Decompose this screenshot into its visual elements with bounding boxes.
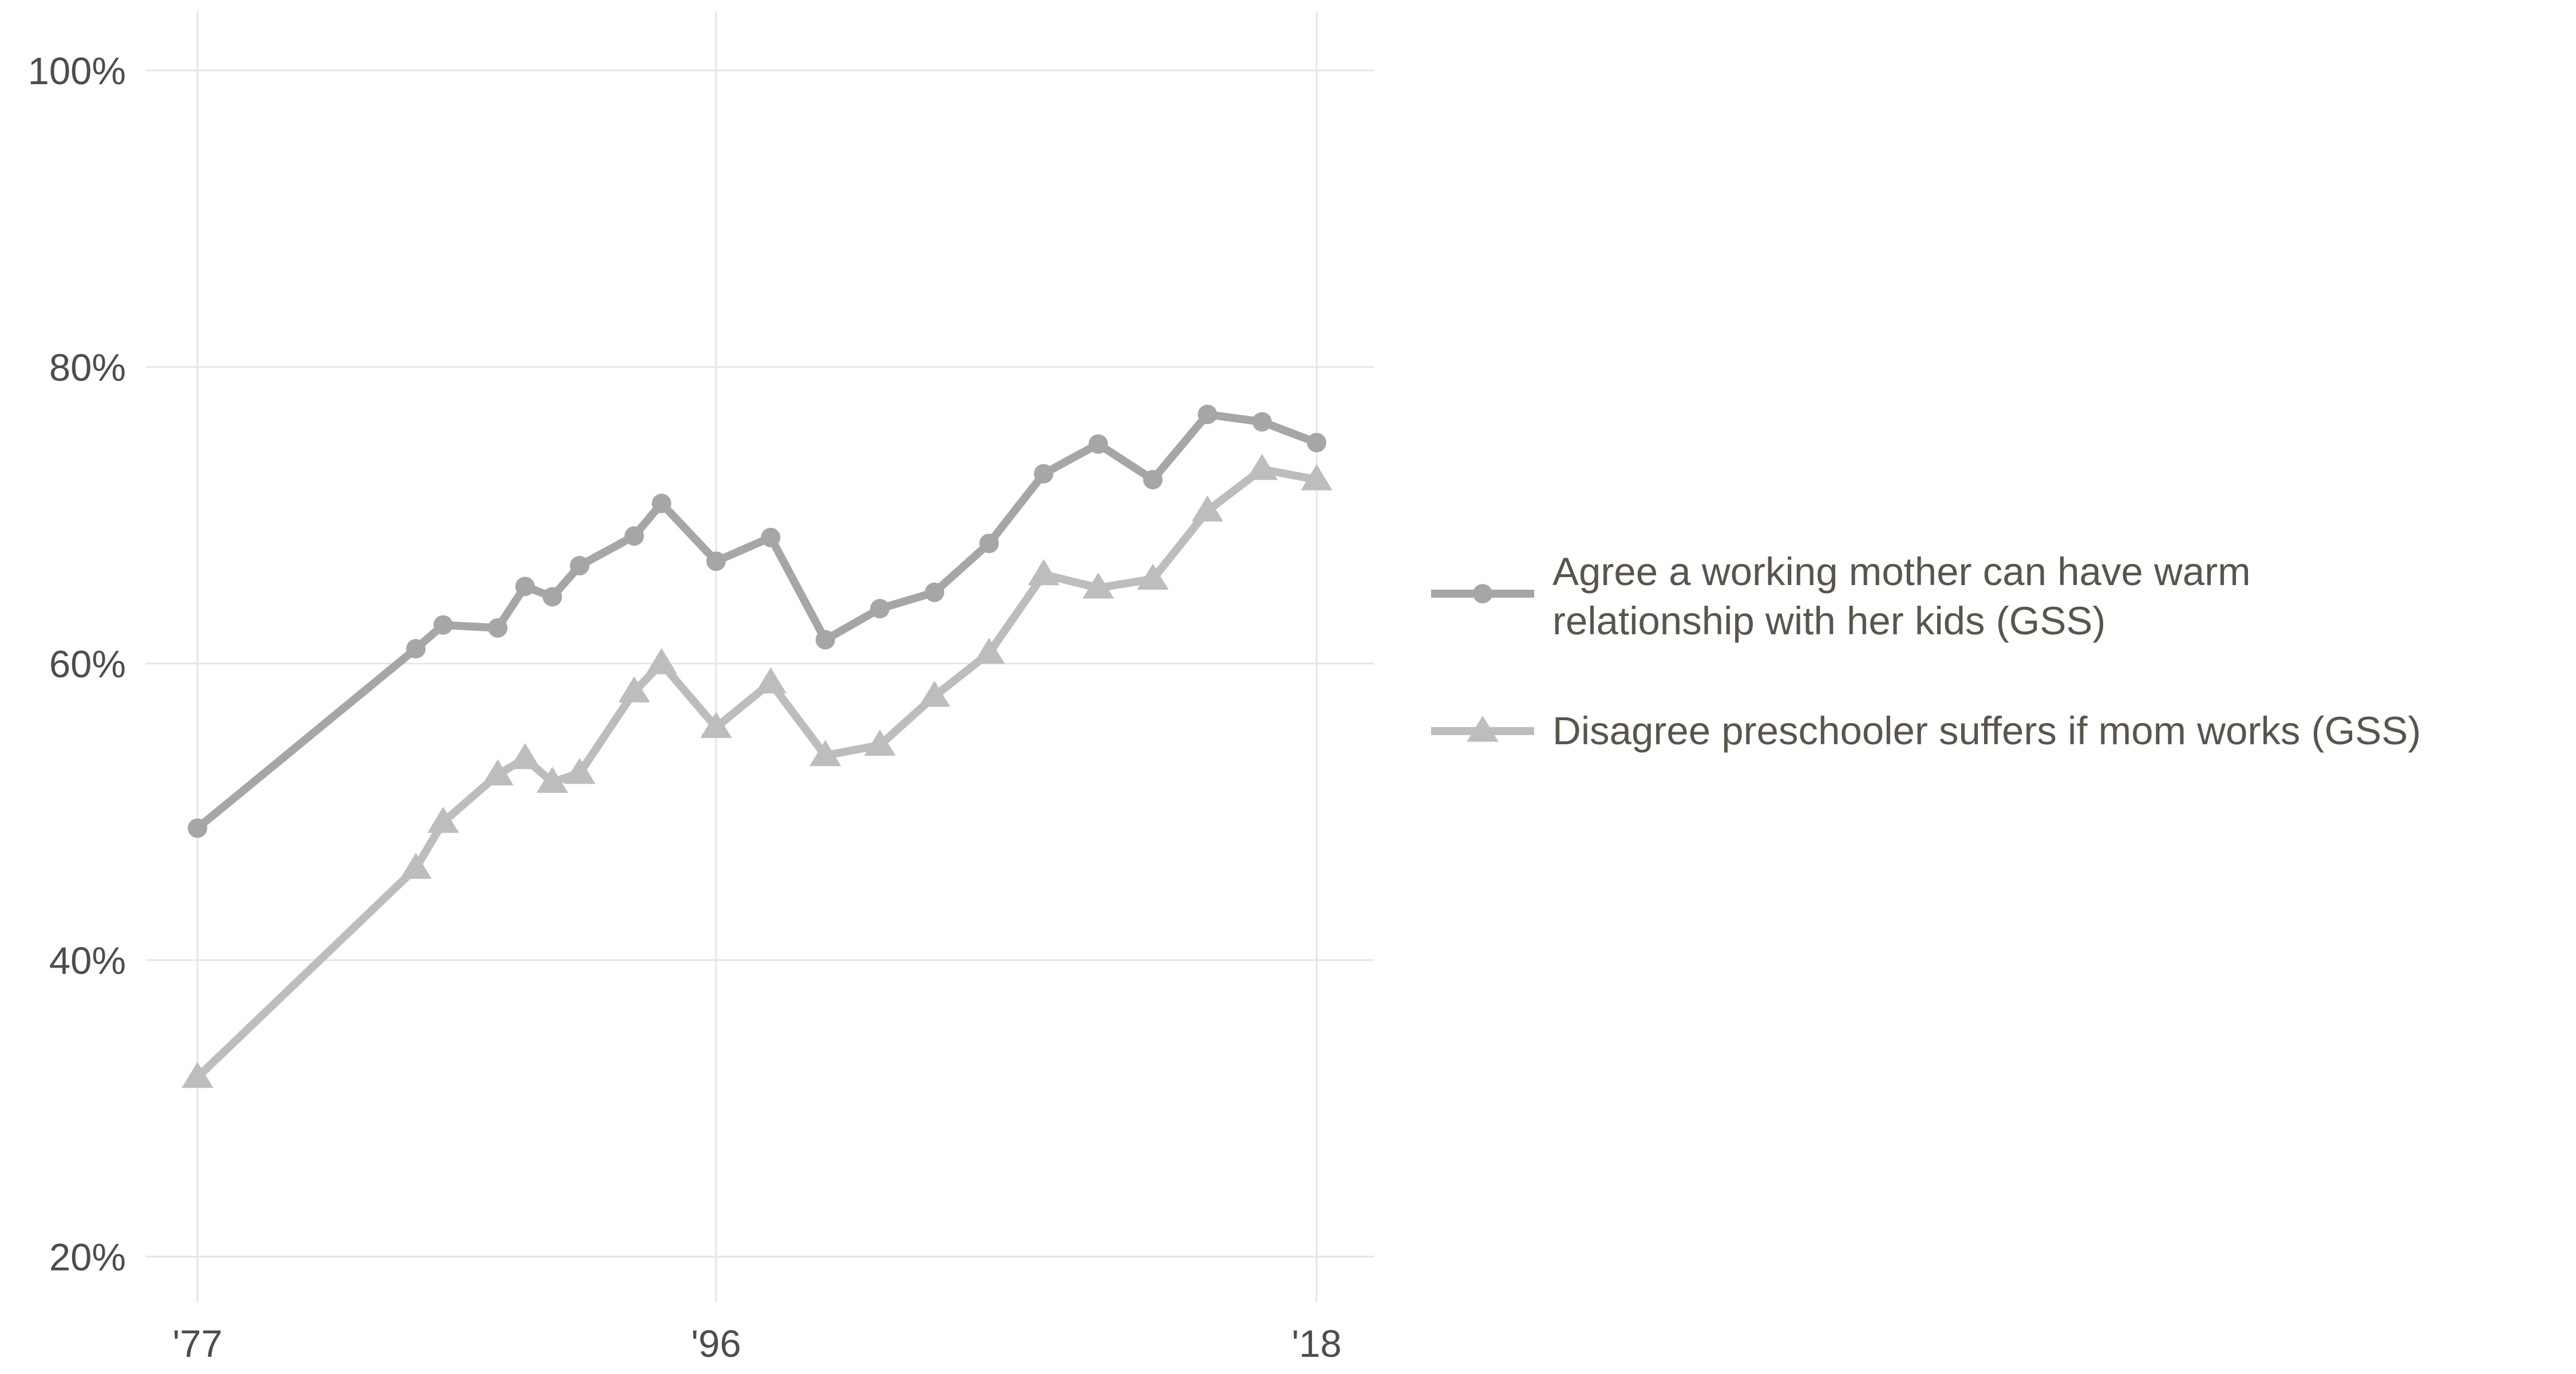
y-tick-label: 60%	[49, 643, 126, 686]
data-point	[570, 556, 590, 576]
data-point	[618, 676, 650, 702]
data-point	[706, 551, 726, 571]
y-tick-label: 40%	[49, 939, 126, 982]
data-point	[536, 767, 568, 793]
data-point	[481, 759, 514, 785]
data-point	[1191, 495, 1223, 522]
data-point	[918, 681, 951, 707]
data-point	[1088, 434, 1108, 454]
y-tick-label: 20%	[49, 1236, 126, 1279]
data-point	[700, 712, 732, 738]
data-point	[646, 648, 678, 674]
data-point	[864, 729, 896, 756]
legend-item-1: Agree a working mother can have warm rela…	[1431, 550, 2251, 643]
legend-label: Disagree preschooler suffers if mom work…	[1552, 709, 2421, 753]
data-point	[515, 577, 535, 597]
data-point	[400, 852, 432, 879]
data-point	[809, 740, 841, 767]
data-point	[542, 587, 562, 607]
data-point	[1034, 464, 1054, 484]
data-point	[1137, 563, 1169, 590]
data-point	[509, 743, 541, 769]
data-point	[406, 639, 426, 659]
data-point	[754, 667, 787, 694]
data-point	[1246, 453, 1278, 480]
data-point	[1143, 469, 1163, 489]
x-tick-label: '96	[691, 1322, 741, 1365]
data-point	[815, 630, 835, 650]
series-line	[193, 465, 1321, 1081]
data-point	[427, 807, 459, 833]
legend-circle-marker	[1473, 584, 1492, 603]
data-point	[1082, 572, 1115, 599]
data-point	[1198, 404, 1218, 424]
legend-triangle-marker	[1467, 716, 1499, 742]
data-point	[1252, 412, 1272, 432]
data-point	[563, 757, 596, 784]
data-point	[979, 534, 999, 554]
data-point	[181, 1061, 214, 1088]
data-point	[1028, 559, 1060, 586]
data-point	[1307, 433, 1326, 453]
legend-label: Agree a working mother can have warm	[1552, 550, 2251, 594]
grid	[146, 11, 1374, 1302]
data-point	[1301, 464, 1333, 491]
data-point	[761, 527, 781, 547]
x-tick-label: '77	[172, 1322, 222, 1365]
data-point	[973, 637, 1005, 664]
y-tick-label: 100%	[28, 50, 126, 93]
legend-item-2: Disagree preschooler suffers if mom work…	[1431, 709, 2421, 753]
x-tick-label: '18	[1291, 1322, 1341, 1365]
data-point	[433, 615, 453, 635]
series-layer	[181, 404, 1333, 1088]
data-point	[488, 618, 508, 638]
data-point	[651, 493, 671, 514]
data-point	[924, 582, 945, 602]
y-tick-label: 80%	[49, 346, 126, 389]
data-point	[624, 526, 644, 546]
series-1	[188, 404, 1326, 838]
legend: Agree a working mother can have warm rela…	[1431, 550, 2421, 753]
axes: 20% 40% 60% 80% 100% '77 '96 '18	[28, 50, 1342, 1365]
data-point	[870, 599, 890, 619]
data-point	[188, 818, 207, 838]
legend-label: relationship with her kids (GSS)	[1552, 599, 2105, 643]
series-2	[181, 453, 1333, 1088]
